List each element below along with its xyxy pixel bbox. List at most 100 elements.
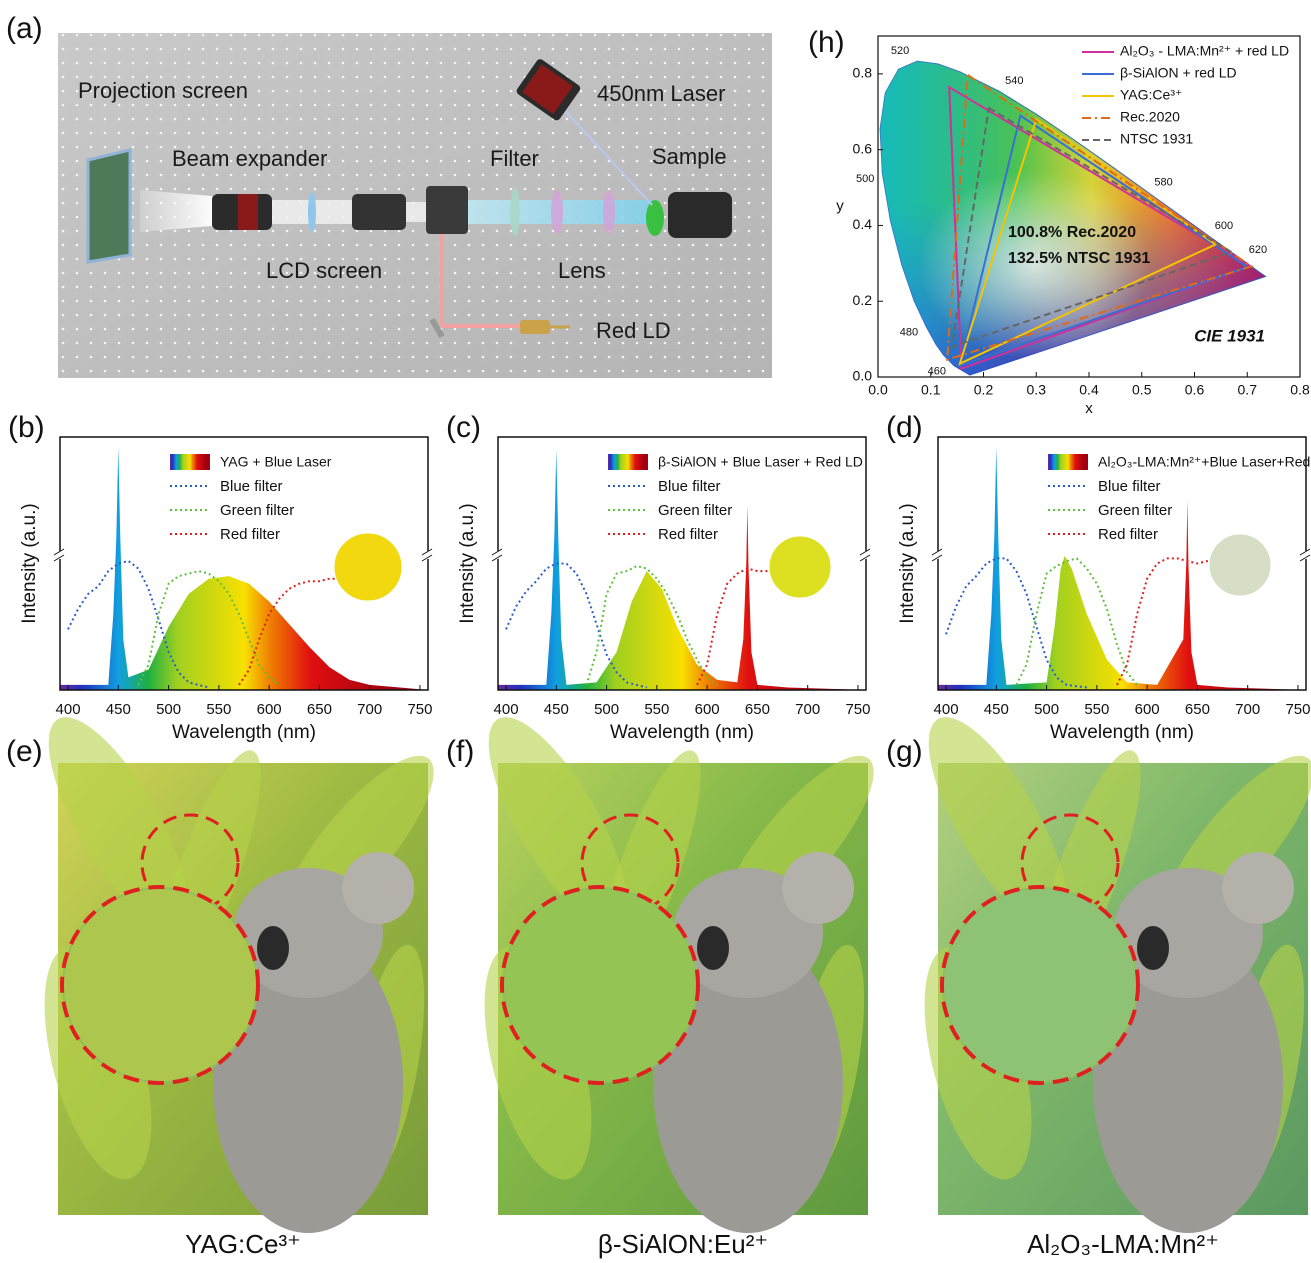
panel-label: (g) [886, 735, 923, 768]
x-tick-label: 0.6 [1185, 382, 1205, 398]
x-tick-label: 750 [407, 701, 432, 718]
legend-label: Red filter [220, 526, 280, 543]
legend-swatch [170, 454, 210, 470]
legend-label: Blue filter [658, 478, 721, 495]
y-tick-label: 0.4 [853, 216, 873, 232]
legend-label: YAG:Ce³⁺ [1120, 87, 1182, 103]
white-beam [140, 190, 212, 232]
sample-holder [668, 192, 732, 238]
wavelength-label: 540 [1005, 75, 1023, 87]
y-axis-title: Intensity (a.u.) [457, 503, 478, 623]
annotation: 132.5% NTSC 1931 [1008, 250, 1150, 267]
lens [551, 190, 563, 234]
x-tick-label: 600 [1135, 701, 1160, 718]
wavelength-label: 600 [1215, 220, 1233, 232]
koala-ear [342, 852, 414, 924]
setup-diagram: (a) Projection screen 450nm Laser Beam e… [6, 12, 772, 378]
x-axis-title: Wavelength (nm) [1050, 722, 1194, 743]
panel-label: (f) [446, 735, 474, 768]
wavelength-label: 500 [856, 173, 874, 185]
legend-label: Green filter [658, 502, 732, 519]
koala-nose [697, 926, 729, 970]
x-tick-label: 650 [1185, 701, 1210, 718]
legend-label: Al₂O₃-LMA:Mn²⁺+Blue Laser+Red LD [1098, 454, 1311, 470]
component-label: Projection screen [78, 78, 248, 103]
y-tick-label: 0.2 [853, 292, 873, 308]
wavelength-label: 620 [1249, 244, 1267, 256]
expander-band [238, 194, 258, 230]
legend-swatch [608, 454, 648, 470]
x-tick-label: 750 [845, 701, 870, 718]
y-tick-label: 0.6 [853, 140, 873, 156]
x-tick-label: 450 [106, 701, 131, 718]
koala-ear [1222, 852, 1294, 924]
panel-label: (c) [446, 411, 481, 444]
legend-label: Rec.2020 [1120, 109, 1180, 125]
component-label: Filter [490, 146, 539, 171]
filter [510, 188, 520, 236]
x-tick-label: 0.0 [868, 382, 888, 398]
relay-tube [352, 194, 406, 230]
x-tick-label: 700 [795, 701, 820, 718]
panel-label: (b) [8, 411, 45, 444]
x-tick-label: 0.3 [1027, 382, 1047, 398]
figure: (a) Projection screen 450nm Laser Beam e… [0, 0, 1311, 1263]
component-label: Red LD [596, 318, 671, 343]
legend-label: Red filter [658, 526, 718, 543]
x-tick-label: 550 [644, 701, 669, 718]
x-tick-label: 0.5 [1132, 382, 1152, 398]
legend-label: NTSC 1931 [1120, 131, 1193, 147]
x-tick-label: 750 [1285, 701, 1310, 718]
legend-label: Blue filter [1098, 478, 1161, 495]
y-axis-title: y [836, 197, 844, 214]
panel-label: (a) [6, 12, 43, 45]
chart-title: CIE 1931 [1194, 326, 1265, 345]
beam [406, 202, 426, 222]
x-tick-label: 0.4 [1079, 382, 1099, 398]
x-tick-label: 500 [1034, 701, 1059, 718]
panel-label: (e) [6, 735, 43, 768]
x-tick-label: 500 [156, 701, 181, 718]
wavelength-label: 480 [900, 327, 918, 339]
x-tick-label: 700 [357, 701, 382, 718]
x-tick-label: 600 [257, 701, 282, 718]
legend-label: Green filter [1098, 502, 1172, 519]
x-tick-label: 550 [1084, 701, 1109, 718]
legend-label: Blue filter [220, 478, 283, 495]
x-axis-title: Wavelength (nm) [610, 722, 754, 743]
legend-label: Red filter [1098, 526, 1158, 543]
koala-ear [782, 852, 854, 924]
x-tick-label: 600 [695, 701, 720, 718]
sample [646, 200, 664, 236]
y-axis-title: Intensity (a.u.) [19, 503, 40, 623]
red-ld [520, 320, 550, 334]
x-tick-label: 650 [307, 701, 332, 718]
x-axis-title: Wavelength (nm) [172, 722, 316, 743]
x-tick-label: 450 [544, 701, 569, 718]
x-tick-label: 0.7 [1238, 382, 1258, 398]
koala-nose [1137, 926, 1169, 970]
y-tick-label: 0.0 [853, 368, 873, 384]
sample-photo [334, 533, 402, 601]
legend-swatch [1048, 454, 1088, 470]
x-tick-label: 0.1 [921, 382, 941, 398]
legend-label: Green filter [220, 502, 294, 519]
x-tick-label: 650 [745, 701, 770, 718]
zoom-inset-tint [64, 889, 256, 1081]
sample-photo [1209, 534, 1271, 596]
x-tick-label: 400 [56, 701, 81, 718]
legend-label: YAG + Blue Laser [220, 454, 332, 470]
wavelength-label: 520 [891, 45, 909, 57]
y-tick-label: 0.8 [853, 65, 873, 81]
x-tick-label: 0.8 [1290, 382, 1310, 398]
panel-label: (d) [886, 411, 923, 444]
photo-caption: β-SiAlON:Eu²⁺ [598, 1229, 768, 1259]
component-label: LCD screen [266, 258, 382, 283]
component-label: 450nm Laser [597, 81, 725, 106]
component-label: Beam expander [172, 146, 327, 171]
legend-label: β-SiAlON + red LD [1120, 65, 1237, 81]
combiner-cube [426, 186, 468, 234]
projected-image [88, 150, 130, 262]
page: (a) Projection screen 450nm Laser Beam e… [0, 0, 1311, 1263]
sample-photo [769, 536, 831, 598]
